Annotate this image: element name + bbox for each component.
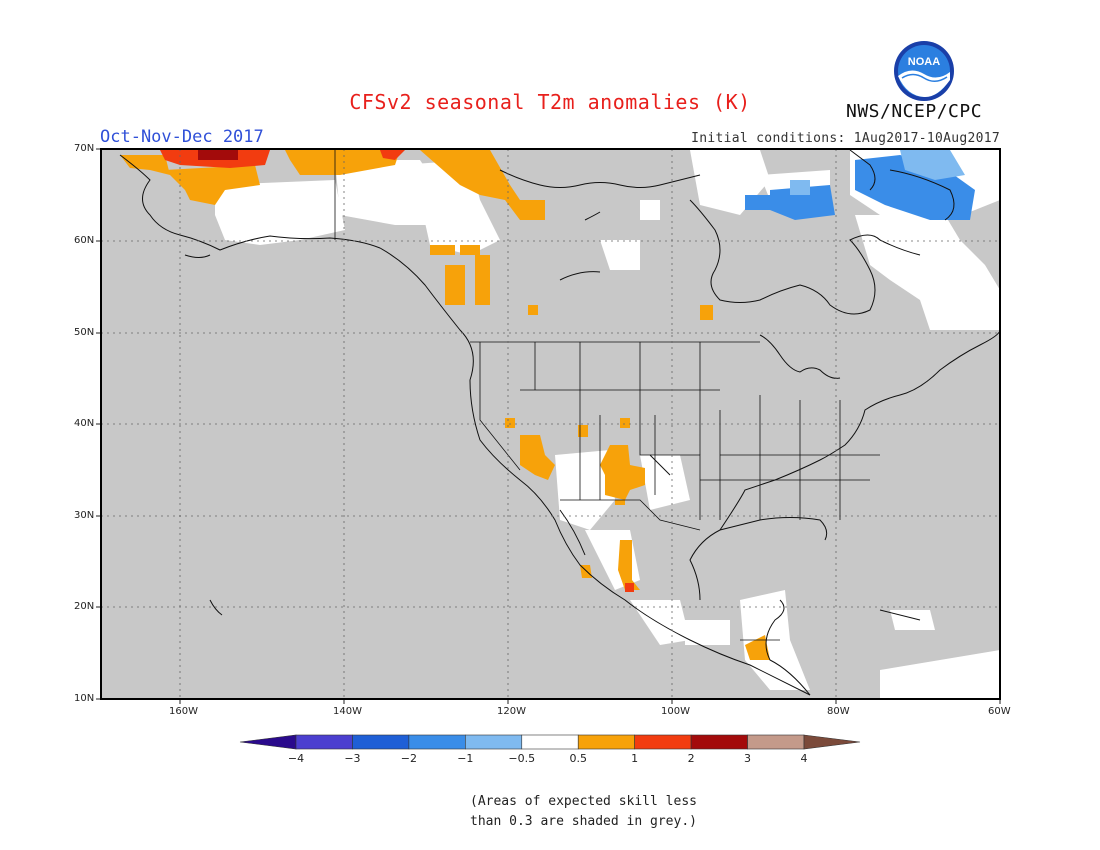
cool-anomaly-regions (745, 155, 975, 220)
anomaly-fields (120, 150, 1000, 699)
skill-note: (Areas of expected skill less than 0.3 a… (470, 792, 730, 832)
skill-note-line-1: (Areas of expected skill less (470, 794, 697, 809)
lat-label-20n: 20N (74, 601, 95, 612)
lon-label-100w: 100W (661, 706, 690, 717)
lon-label-60w: 60W (988, 706, 1011, 717)
forecast-period: Oct-Nov-Dec 2017 (100, 127, 264, 147)
lat-label-40n: 40N (74, 418, 95, 429)
slight-cool-regions (790, 150, 965, 195)
very-warm-regions (198, 150, 238, 160)
noaa-logo: NOAA (894, 41, 954, 101)
lon-label-160w: 160W (169, 706, 198, 717)
skill-note-line-2: than 0.3 are shaded in grey.) (470, 814, 697, 829)
agency-label: NWS/NCEP/CPC (846, 101, 983, 122)
lon-label-80w: 80W (827, 706, 850, 717)
warm-anomaly-regions (120, 150, 770, 660)
lon-label-120w: 120W (497, 706, 526, 717)
initial-conditions: Initial conditions: 1Aug2017-10Aug2017 (691, 131, 1000, 146)
lat-label-50n: 50N (74, 327, 95, 338)
political-borders (334, 150, 880, 641)
coastlines (119, 149, 1000, 696)
lat-label-10n: 10N (74, 693, 95, 704)
logo-text: NOAA (908, 56, 940, 68)
lat-label-30n: 30N (74, 510, 95, 521)
map-title: CFSv2 seasonal T2m anomalies (K) (349, 90, 751, 114)
map-frame (100, 148, 1001, 700)
lon-label-140w: 140W (333, 706, 362, 717)
lat-label-60n: 60N (74, 235, 95, 246)
graticule (101, 149, 1000, 699)
lat-label-70n: 70N (74, 143, 95, 154)
